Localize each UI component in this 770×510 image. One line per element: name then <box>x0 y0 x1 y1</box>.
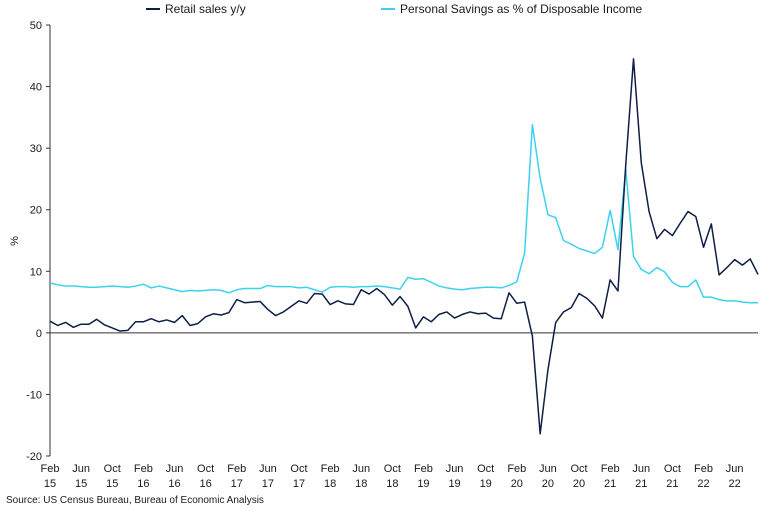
x-tick-label-year: 16 <box>168 478 180 490</box>
x-tick-label-month: Oct <box>384 463 401 475</box>
chart-axes <box>46 24 758 457</box>
series-line-retail-sales <box>49 58 759 435</box>
source-note: Source: US Census Bureau, Bureau of Econ… <box>6 495 264 506</box>
x-tick-label-month: Feb <box>507 463 526 475</box>
legend-label-personal-savings: Personal Savings as % of Disposable Inco… <box>400 2 643 16</box>
x-tick-label-month: Feb <box>41 463 60 475</box>
x-tick-label-month: Jun <box>726 463 744 475</box>
legend-item-retail-sales: Retail sales y/y <box>146 2 246 16</box>
y-tick-label: 40 <box>30 82 42 94</box>
x-tick-label-month: Feb <box>227 463 246 475</box>
x-tick-label-month: Feb <box>321 463 340 475</box>
y-tick-label: 20 <box>30 205 42 217</box>
x-tick-label-year: 18 <box>324 478 336 490</box>
x-tick-label-month: Oct <box>570 463 587 475</box>
x-tick-label-year: 20 <box>511 478 523 490</box>
y-tick-label: 50 <box>30 20 42 32</box>
x-tick-label-year: 22 <box>729 478 741 490</box>
x-tick-label-month: Jun <box>446 463 464 475</box>
y-tick-label: -10 <box>26 389 42 401</box>
legend-label-retail-sales: Retail sales y/y <box>165 2 246 16</box>
x-tick-label-year: 15 <box>44 478 56 490</box>
chart-legend: Retail sales y/y Personal Savings as % o… <box>0 2 770 18</box>
x-tick-label-year: 18 <box>386 478 398 490</box>
y-tick-labels: -20 -10 0 10 20 30 40 50 <box>26 20 42 463</box>
x-tick-label-month: Oct <box>197 463 214 475</box>
x-tick-label-month: Jun <box>632 463 650 475</box>
legend-swatch-personal-savings <box>381 8 395 10</box>
x-tick-label-month: Feb <box>601 463 620 475</box>
x-tick-label-month: Feb <box>414 463 433 475</box>
legend-item-personal-savings: Personal Savings as % of Disposable Inco… <box>381 2 642 16</box>
y-axis-label: % <box>9 236 21 246</box>
x-tick-label-year: 21 <box>666 478 678 490</box>
y-tick-label: -20 <box>26 451 42 463</box>
x-tick-label-year: 17 <box>231 478 243 490</box>
x-tick-label-month: Oct <box>664 463 681 475</box>
x-tick-label-year: 19 <box>448 478 460 490</box>
x-tick-label-year: 16 <box>137 478 149 490</box>
y-tick-label: 30 <box>30 143 42 155</box>
x-tick-label-year: 20 <box>573 478 585 490</box>
x-tick-label-year: 17 <box>262 478 274 490</box>
x-tick-label-month: Oct <box>104 463 121 475</box>
x-tick-label-year: 22 <box>697 478 709 490</box>
series-layer <box>49 58 759 435</box>
x-tick-label-month: Jun <box>539 463 557 475</box>
x-tick-label-month: Feb <box>694 463 713 475</box>
x-tick-label-year: 21 <box>604 478 616 490</box>
x-tick-label-year: 19 <box>417 478 429 490</box>
legend-swatch-retail-sales <box>146 8 160 10</box>
x-tick-label-year: 15 <box>106 478 118 490</box>
x-tick-label-year: 20 <box>542 478 554 490</box>
y-tick-label: 0 <box>36 328 42 340</box>
x-tick-label-month: Oct <box>290 463 307 475</box>
x-tick-labels: Feb 15 Jun 15 Oct 15 Feb 16 Jun 16 Oct 16 Feb 17 Jun 17… <box>41 463 744 490</box>
x-tick-label-month: Oct <box>477 463 494 475</box>
x-tick-label-year: 19 <box>480 478 492 490</box>
x-tick-label-month: Jun <box>352 463 370 475</box>
x-tick-label-year: 16 <box>199 478 211 490</box>
x-tick-label-month: Jun <box>72 463 90 475</box>
series-line-personal-savings <box>49 124 758 304</box>
x-tick-label-month: Feb <box>134 463 153 475</box>
y-tick-label: 10 <box>30 266 42 278</box>
x-tick-label-month: Jun <box>166 463 184 475</box>
x-tick-label-year: 15 <box>75 478 87 490</box>
x-tick-label-year: 17 <box>293 478 305 490</box>
x-tick-label-year: 21 <box>635 478 647 490</box>
x-tick-label-month: Jun <box>259 463 277 475</box>
x-tick-label-year: 18 <box>355 478 367 490</box>
